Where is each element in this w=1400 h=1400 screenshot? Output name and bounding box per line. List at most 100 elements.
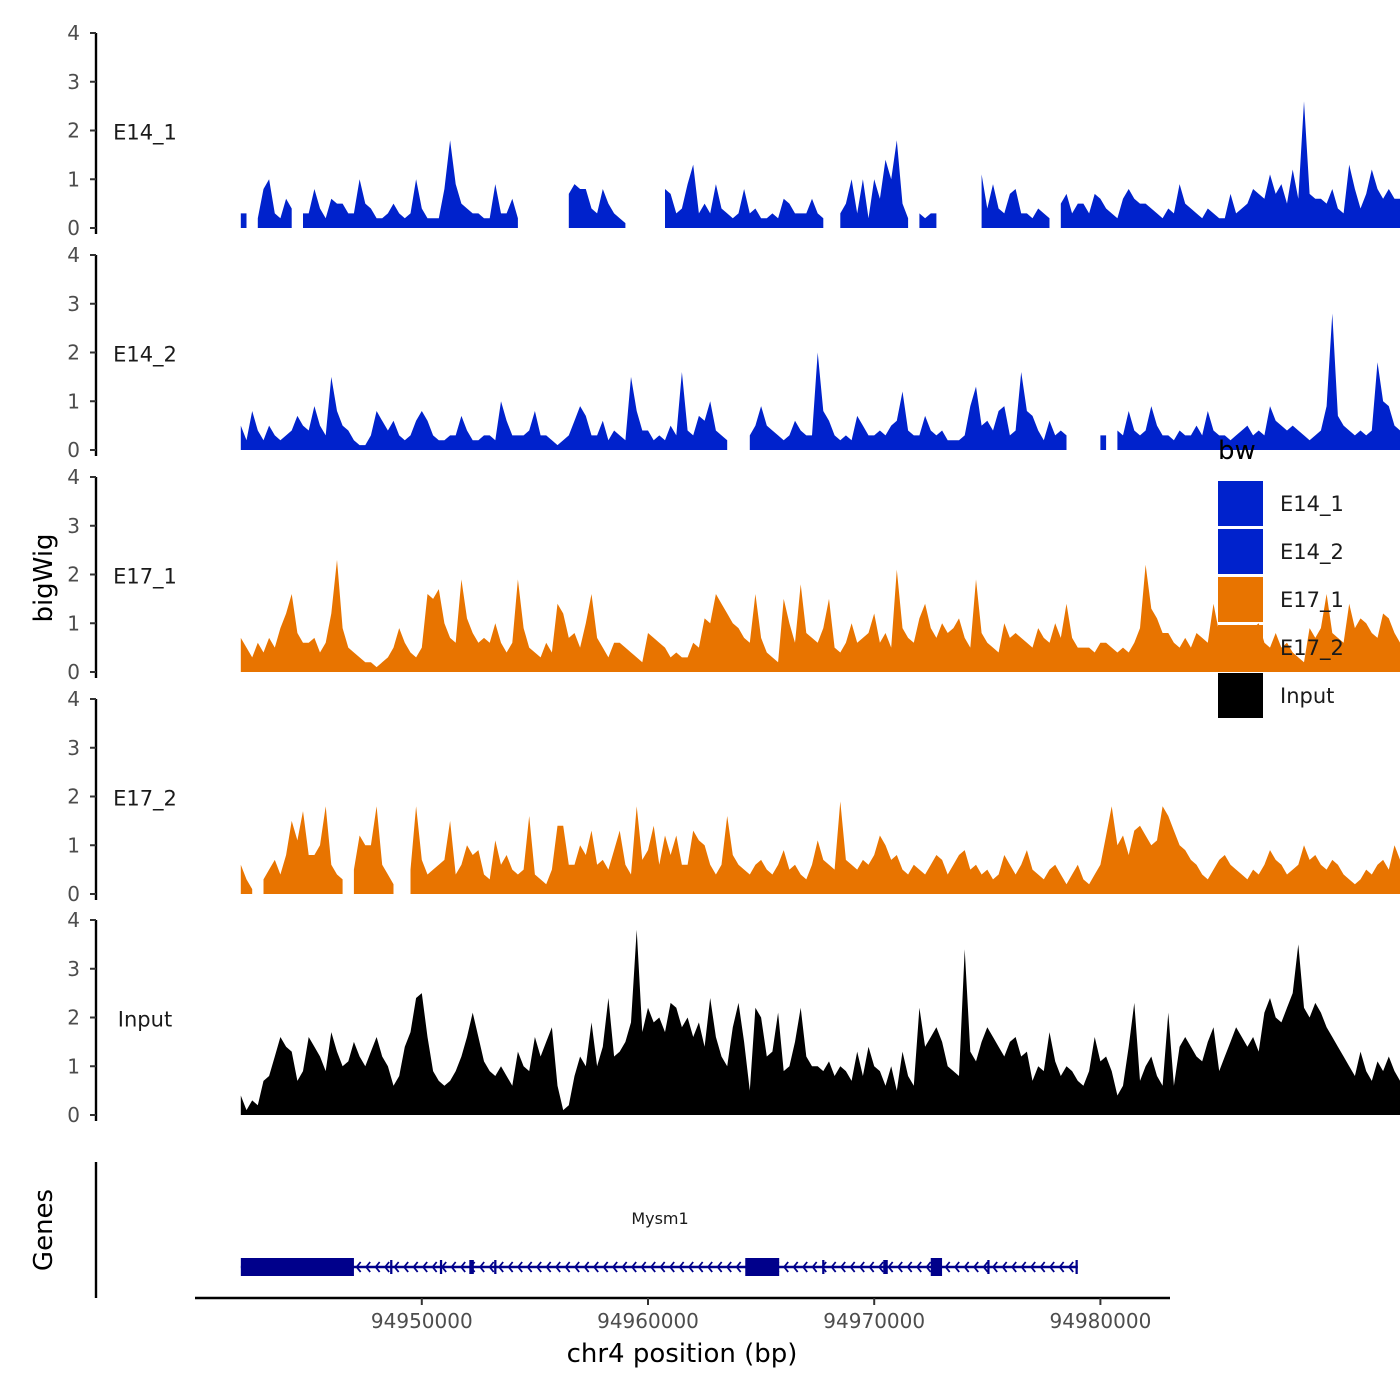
signal-area-input	[240, 929, 1400, 1115]
strand-arrow	[1049, 1261, 1055, 1273]
strand-arrow	[916, 1261, 922, 1273]
strand-arrow	[716, 1261, 723, 1273]
strand-arrow	[897, 1261, 903, 1273]
y-tick-label: 2	[67, 1006, 80, 1030]
legend: bw E14_1 E14_2 E17_1 E17_2 Input	[1218, 436, 1344, 718]
gene-exon	[240, 1258, 354, 1276]
strand-arrow	[564, 1261, 571, 1273]
legend-label: Input	[1280, 684, 1334, 708]
strand-arrow	[669, 1261, 675, 1273]
track-label: E14_1	[113, 120, 177, 145]
signal-area-e14_2	[240, 313, 1400, 450]
legend-label: E17_1	[1280, 588, 1344, 613]
strand-arrow	[526, 1261, 533, 1273]
strand-arrow	[450, 1261, 457, 1273]
strand-arrow	[1001, 1261, 1008, 1273]
signal-area-e17_2	[240, 801, 1400, 894]
legend-label: E17_2	[1280, 636, 1344, 661]
strand-arrow	[868, 1261, 875, 1273]
strand-arrow	[593, 1261, 599, 1273]
strand-arrow	[697, 1261, 704, 1273]
strand-arrow	[859, 1261, 865, 1273]
gene-structure	[240, 1258, 1078, 1276]
strand-arrow	[811, 1261, 818, 1273]
track-input: 0 1 2 3 4 Input	[67, 908, 1400, 1127]
x-axis-title: chr4 position (bp)	[567, 1339, 798, 1369]
strand-arrow	[973, 1261, 979, 1273]
strand-arrow	[460, 1261, 466, 1273]
strand-arrow	[602, 1261, 609, 1273]
strand-arrow	[517, 1261, 523, 1273]
y-tick-label: 2	[67, 119, 80, 143]
strand-arrow	[536, 1261, 542, 1273]
legend-key-e17_1	[1218, 577, 1263, 622]
strand-arrow	[925, 1261, 932, 1273]
y-tick-label: 4	[67, 243, 80, 267]
strand-arrow	[1058, 1261, 1065, 1273]
track-e17_1: 0 1 2 3 4 E17_1	[67, 465, 1400, 684]
track-label: Input	[118, 1007, 172, 1031]
legend-key-e14_2	[1218, 529, 1263, 574]
track-e17_2: 0 1 2 3 4 E17_2	[67, 687, 1400, 906]
strand-arrow	[393, 1261, 400, 1273]
y-tick-label: 1	[67, 833, 80, 857]
strand-arrow	[422, 1261, 428, 1273]
strand-arrow	[650, 1261, 656, 1273]
strand-arrow	[783, 1261, 789, 1273]
x-axis-ticks: 94950000 94960000 94970000 94980000	[371, 1298, 1151, 1333]
strand-arrow	[507, 1261, 514, 1273]
y-axis-title-group: bigWig	[29, 533, 59, 622]
y-tick-label: 1	[67, 611, 80, 635]
strand-arrow	[678, 1261, 685, 1273]
y-tick-label: 1	[67, 389, 80, 413]
strand-arrow	[1020, 1261, 1027, 1273]
strand-arrow	[887, 1261, 894, 1273]
strand-arrow	[963, 1261, 970, 1273]
legend-key-input	[1218, 673, 1263, 718]
y-tick-label: 3	[67, 292, 80, 316]
strand-arrow	[355, 1261, 362, 1273]
legend-key-e17_2	[1218, 625, 1263, 670]
strand-arrow	[488, 1261, 495, 1273]
legend-key-e14_1	[1218, 481, 1263, 526]
strand-arrow	[403, 1261, 409, 1273]
gene-name-label: Mysm1	[631, 1209, 688, 1228]
y-tick-label: 0	[67, 438, 80, 462]
strand-arrow	[982, 1261, 989, 1273]
x-tick-label: 94950000	[371, 1309, 473, 1333]
x-axis: 94950000 94960000 94970000 94980000 chr4 po…	[195, 1296, 1170, 1369]
strand-arrow	[583, 1261, 590, 1273]
track-e14_1: 0 1 2 3 4 E14_1	[67, 21, 1400, 240]
legend-label: E14_2	[1280, 540, 1344, 565]
y-tick-label: 0	[67, 660, 80, 684]
y-tick-label: 2	[67, 341, 80, 365]
x-tick-label: 94980000	[1050, 1309, 1152, 1333]
gene-exon	[494, 1260, 497, 1274]
signal-area-e17_1	[240, 559, 1400, 672]
gene-exon	[469, 1260, 474, 1274]
y-tick-label: 2	[67, 563, 80, 587]
x-tick-label: 94960000	[597, 1309, 699, 1333]
strand-arrow	[726, 1261, 732, 1273]
y-tick-label: 1	[67, 167, 80, 191]
track-e14_2: 0 1 2 3 4 E14_2	[67, 243, 1400, 462]
strand-arrow	[906, 1261, 913, 1273]
legend-label: E14_1	[1280, 492, 1344, 517]
strand-arrow	[878, 1261, 884, 1273]
strand-arrow	[954, 1261, 960, 1273]
track-label: E14_2	[113, 342, 177, 367]
strand-arrow	[1039, 1261, 1046, 1273]
strand-arrow	[574, 1261, 580, 1273]
y-tick-label: 2	[67, 785, 80, 809]
y-tick-label: 3	[67, 957, 80, 981]
strand-arrow	[802, 1261, 808, 1273]
strand-arrow	[735, 1261, 742, 1273]
y-tick-label: 4	[67, 21, 80, 45]
strand-arrow	[830, 1261, 837, 1273]
gene-exon	[822, 1260, 825, 1274]
y-tick-label: 4	[67, 908, 80, 932]
strand-arrow	[555, 1261, 561, 1273]
gene-track: Genes Mysm1	[29, 1162, 1078, 1298]
gene-track-title: Genes	[29, 1189, 59, 1271]
